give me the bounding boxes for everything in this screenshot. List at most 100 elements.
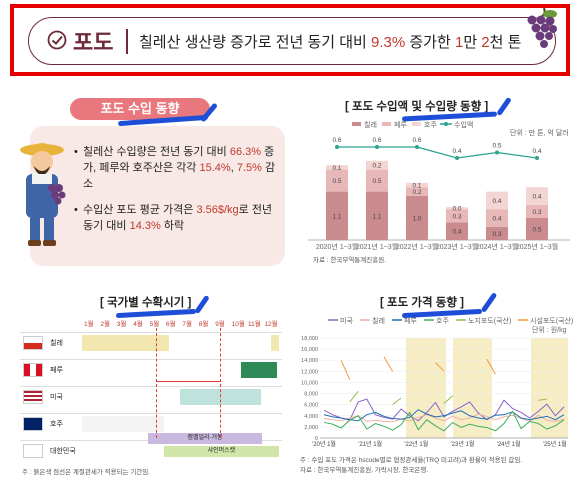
line-data-label: 0.6 (332, 137, 341, 144)
bar-data-label: 0.1 (412, 183, 421, 190)
import-value-line (337, 146, 538, 159)
line-point (535, 156, 539, 160)
seasonal-tariff-dashed-region (155, 328, 222, 438)
country-label: 페루 (50, 367, 63, 374)
headline-unit-a: 만 (463, 34, 482, 51)
b1-peru: 15.4% (199, 162, 231, 174)
y-tick-label: 4,000 (304, 414, 318, 420)
bar-segment (326, 165, 348, 170)
month-label: 8월 (198, 321, 209, 328)
bar-segment (446, 222, 468, 240)
country-label: 미국 (50, 394, 63, 401)
series-line (323, 398, 565, 422)
line-data-label: 0.6 (372, 137, 381, 144)
line-data-label: 0.4 (532, 148, 541, 155)
month-label: 4월 (133, 321, 143, 328)
month-label: 10월 (231, 321, 245, 328)
bar-segment (366, 169, 388, 192)
bar-data-label: 0.3 (452, 213, 461, 220)
series-line (383, 356, 394, 372)
bar-data-label: 1.1 (332, 213, 341, 220)
x-tick-label: '20년 1월 (312, 440, 336, 448)
bar-segment (526, 204, 548, 218)
price-chart-note: 주 : 수입 포도 가격은 hscode별로 협정관세율(TRQ 미고려)과 환… (300, 457, 523, 464)
x-tick-label: 2024년 1~3월 (476, 242, 518, 251)
legend-label: 미국 (340, 316, 353, 325)
series-line (323, 413, 565, 423)
series-line (340, 360, 351, 380)
seasonal-tariff-arrow (155, 381, 222, 382)
series-line (443, 395, 453, 404)
bar-segment (406, 196, 428, 240)
month-label: 5월 (149, 321, 160, 328)
y-tick-label: 8,000 (304, 392, 318, 398)
bar-data-label: 0.5 (532, 227, 541, 234)
country-label: 칠레 (50, 340, 63, 347)
bar-segment (366, 160, 388, 170)
season-row: 페루 (20, 359, 282, 379)
korea-shine-bar: 샤인머스캣 (164, 446, 279, 457)
x-tick-label: '22년 1월 (404, 440, 428, 448)
legend-swatch (444, 122, 448, 126)
bar-data-label: 0.2 (372, 163, 381, 170)
bar-segment (486, 226, 508, 240)
title-divider (126, 29, 128, 54)
y-tick-label: 0 (315, 436, 318, 442)
b1-sep: , (230, 162, 237, 174)
legend-label: 수입액 (454, 121, 473, 129)
bar-segment (526, 187, 548, 205)
bar-segment (486, 209, 508, 227)
season-bar (82, 335, 169, 351)
bar-data-label: 0.2 (412, 189, 421, 196)
b1-text-c: 감소 (83, 162, 276, 190)
y-tick-label: 10,000 (301, 380, 318, 386)
bar-segment (406, 187, 428, 196)
series-line (486, 358, 496, 375)
headline-mid: 증가한 (405, 34, 455, 51)
series-line (323, 409, 565, 422)
bar-data-label: 1.1 (372, 213, 381, 220)
headline-prefix: 칠레산 생산량 증가로 전년 동기 대비 (139, 34, 372, 51)
y-tick-label: 6,000 (304, 403, 318, 409)
series-line (435, 362, 445, 372)
headline-highlight-frame: 포도 칠레산 생산량 증가로 전년 동기 대비 9.3% 증가한 1만 2천 톤 (10, 4, 570, 76)
b2-text-a: 수입산 포도 평균 가격은 (83, 204, 197, 216)
x-tick-label: '21년 1월 (358, 440, 382, 448)
series-line (323, 410, 565, 432)
legend-label: 칠레 (372, 316, 385, 325)
y-tick-label: 14,000 (301, 358, 318, 364)
season-row: 칠레 (20, 332, 282, 352)
legend-label: 페루 (404, 316, 417, 325)
pen-check (496, 96, 512, 117)
line-data-label: 0.5 (492, 143, 501, 150)
legend-label: 칠레 (364, 120, 377, 129)
import-chart-title: [ 포도 수입액 및 수입량 동향 ] (345, 101, 489, 113)
legend-label: 노지포도(국산) (468, 316, 511, 325)
y-tick-label: 16,000 (301, 347, 318, 353)
korea-campbell-bar: 캠벨얼리·거봉 (147, 433, 263, 444)
b2-text-b: 로 전년 동기 대비 (83, 204, 273, 232)
price-chart-title: [ 포도 가격 동향 ] (380, 297, 464, 309)
bar-data-label: 1.0 (412, 216, 421, 223)
legend-label: 시설포도(국산) (530, 316, 573, 325)
flag-us-icon (23, 390, 43, 404)
import-chart-source: 자료 : 한국무역통계진흥원. (313, 257, 387, 264)
x-tick-label: '25년 1월 (543, 440, 567, 448)
country-label: 대한민국 (50, 448, 76, 455)
bar-data-label: 0.4 (532, 194, 541, 201)
month-label: 11월 (248, 321, 261, 328)
page-title: 포도 (73, 30, 114, 55)
headline-text: 칠레산 생산량 증가로 전년 동기 대비 9.3% 증가한 1만 2천 톤 (139, 31, 521, 52)
bar-data-label: 0.5 (332, 178, 341, 185)
bar-data-label: 0.4 (492, 198, 501, 205)
shaded-period (453, 338, 492, 438)
shaded-period (406, 338, 446, 438)
pen-underline (115, 308, 197, 319)
line-point (335, 145, 339, 149)
bar-segment (326, 191, 348, 240)
headline-unit-b: 천 톤 (489, 34, 522, 51)
season-row: 미국 (20, 386, 282, 406)
line-point (375, 145, 379, 149)
series-line (538, 398, 547, 401)
